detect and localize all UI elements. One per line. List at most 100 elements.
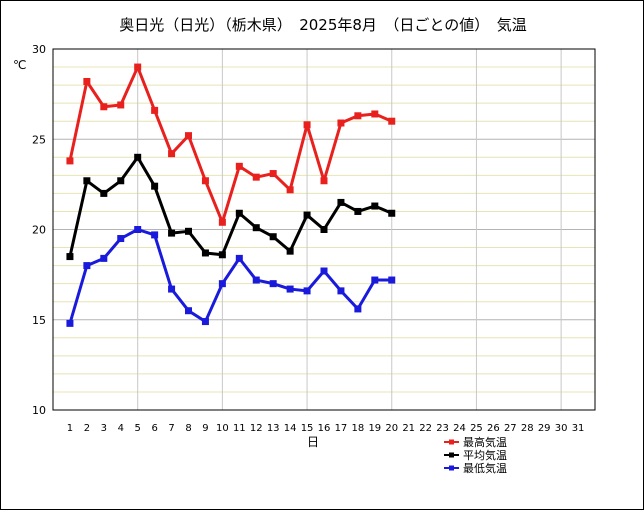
- x-tick-label: 2: [84, 423, 90, 434]
- series-3: [66, 226, 396, 327]
- x-tick-label: 15: [301, 423, 314, 434]
- data-point: [117, 101, 125, 109]
- x-tick-label: 4: [118, 423, 124, 434]
- data-point: [303, 287, 311, 295]
- data-point: [269, 280, 277, 288]
- data-point: [117, 235, 125, 243]
- data-point: [388, 117, 396, 125]
- y-tick-label: 10: [32, 404, 46, 417]
- data-point: [151, 182, 159, 190]
- x-axis-ticks: 1 2 3 4 5 6 7 8 9 10 11 12 13 14 15 16 17 18 19 20 21 22 23 24 2…: [67, 423, 585, 434]
- data-point: [388, 276, 396, 284]
- grid-lines: [53, 49, 595, 410]
- data-point: [134, 153, 142, 161]
- data-point: [371, 110, 379, 118]
- x-tick-label: 18: [352, 423, 365, 434]
- x-tick-label: 11: [233, 423, 246, 434]
- data-point: [354, 112, 362, 120]
- data-point: [337, 287, 345, 295]
- x-tick-label: 5: [135, 423, 141, 434]
- data-point: [100, 103, 108, 111]
- x-tick-label: 9: [202, 423, 208, 434]
- data-point: [252, 276, 260, 284]
- data-point: [354, 305, 362, 313]
- x-tick-label: 3: [101, 423, 107, 434]
- data-point: [252, 224, 260, 232]
- x-tick-label: 19: [368, 423, 381, 434]
- legend-item: 最低気温: [444, 461, 507, 475]
- data-point: [151, 106, 159, 114]
- data-point: [320, 177, 328, 185]
- series-line: [68, 155, 393, 257]
- data-point: [235, 209, 243, 217]
- data-point: [66, 157, 74, 165]
- data-point: [201, 177, 209, 185]
- legend-label: 最低気温: [463, 461, 507, 475]
- legend-label: 平均気温: [463, 448, 507, 462]
- x-tick-label: 12: [250, 423, 263, 434]
- x-tick-label: 17: [335, 423, 348, 434]
- series-2: [66, 153, 396, 261]
- y-tick-label: 15: [32, 314, 46, 327]
- x-tick-label: 1: [67, 423, 73, 434]
- y-tick-label: 25: [32, 133, 46, 146]
- data-point: [100, 254, 108, 262]
- data-point: [201, 318, 209, 326]
- series-line: [68, 228, 392, 324]
- x-tick-label: 14: [284, 423, 297, 434]
- data-point: [371, 202, 379, 210]
- data-point: [286, 247, 294, 255]
- data-point: [117, 177, 125, 185]
- data-point: [269, 233, 277, 241]
- x-tick-label: 7: [168, 423, 174, 434]
- x-tick-label: 31: [572, 423, 585, 434]
- data-point: [320, 226, 328, 233]
- legend-swatch-marker: [449, 465, 454, 471]
- y-axis-ticks: 10 15 20 25 30: [32, 43, 46, 417]
- data-point: [168, 150, 176, 158]
- x-tick-label: 6: [151, 423, 157, 434]
- x-tick-label: 8: [185, 423, 191, 434]
- data-point: [269, 170, 277, 178]
- data-point: [337, 198, 345, 206]
- x-tick-label: 27: [504, 423, 517, 434]
- data-point: [83, 177, 91, 185]
- data-point: [134, 226, 142, 233]
- data-point: [83, 262, 91, 270]
- legend-label: 最高気温: [463, 435, 507, 449]
- data-point: [66, 253, 74, 261]
- x-tick-label: 24: [453, 423, 466, 434]
- data-point: [320, 267, 328, 275]
- y-tick-label: 20: [32, 224, 46, 237]
- x-tick-label: 30: [555, 423, 568, 434]
- y-tick-label: 30: [32, 43, 46, 56]
- x-tick-label: 10: [216, 423, 229, 434]
- y-axis-unit: ℃: [13, 58, 26, 72]
- data-point: [185, 227, 192, 235]
- series-1: [66, 63, 396, 226]
- data-point: [303, 211, 311, 219]
- x-tick-label: 21: [402, 423, 415, 434]
- data-point: [66, 319, 74, 327]
- data-point: [134, 63, 142, 71]
- legend-swatch-marker: [449, 452, 454, 458]
- data-point: [168, 229, 176, 237]
- legend-item: 最高気温: [444, 435, 507, 449]
- data-point: [388, 209, 396, 217]
- data-point: [100, 189, 108, 197]
- x-tick-label: 20: [385, 423, 398, 434]
- data-point: [303, 121, 311, 129]
- plot-area: [52, 48, 596, 411]
- chart-title: 奥日光（日光）（栃木県） 2025年8月 （日ごとの値） 気温: [119, 16, 527, 34]
- data-point: [286, 285, 294, 293]
- data-point: [185, 132, 192, 140]
- data-point: [185, 307, 192, 315]
- data-point: [218, 218, 226, 226]
- data-point: [218, 251, 226, 259]
- data-point: [218, 280, 226, 288]
- x-tick-label: 22: [419, 423, 432, 434]
- data-point: [337, 119, 345, 127]
- data-point: [83, 77, 91, 85]
- x-tick-label: 26: [487, 423, 500, 434]
